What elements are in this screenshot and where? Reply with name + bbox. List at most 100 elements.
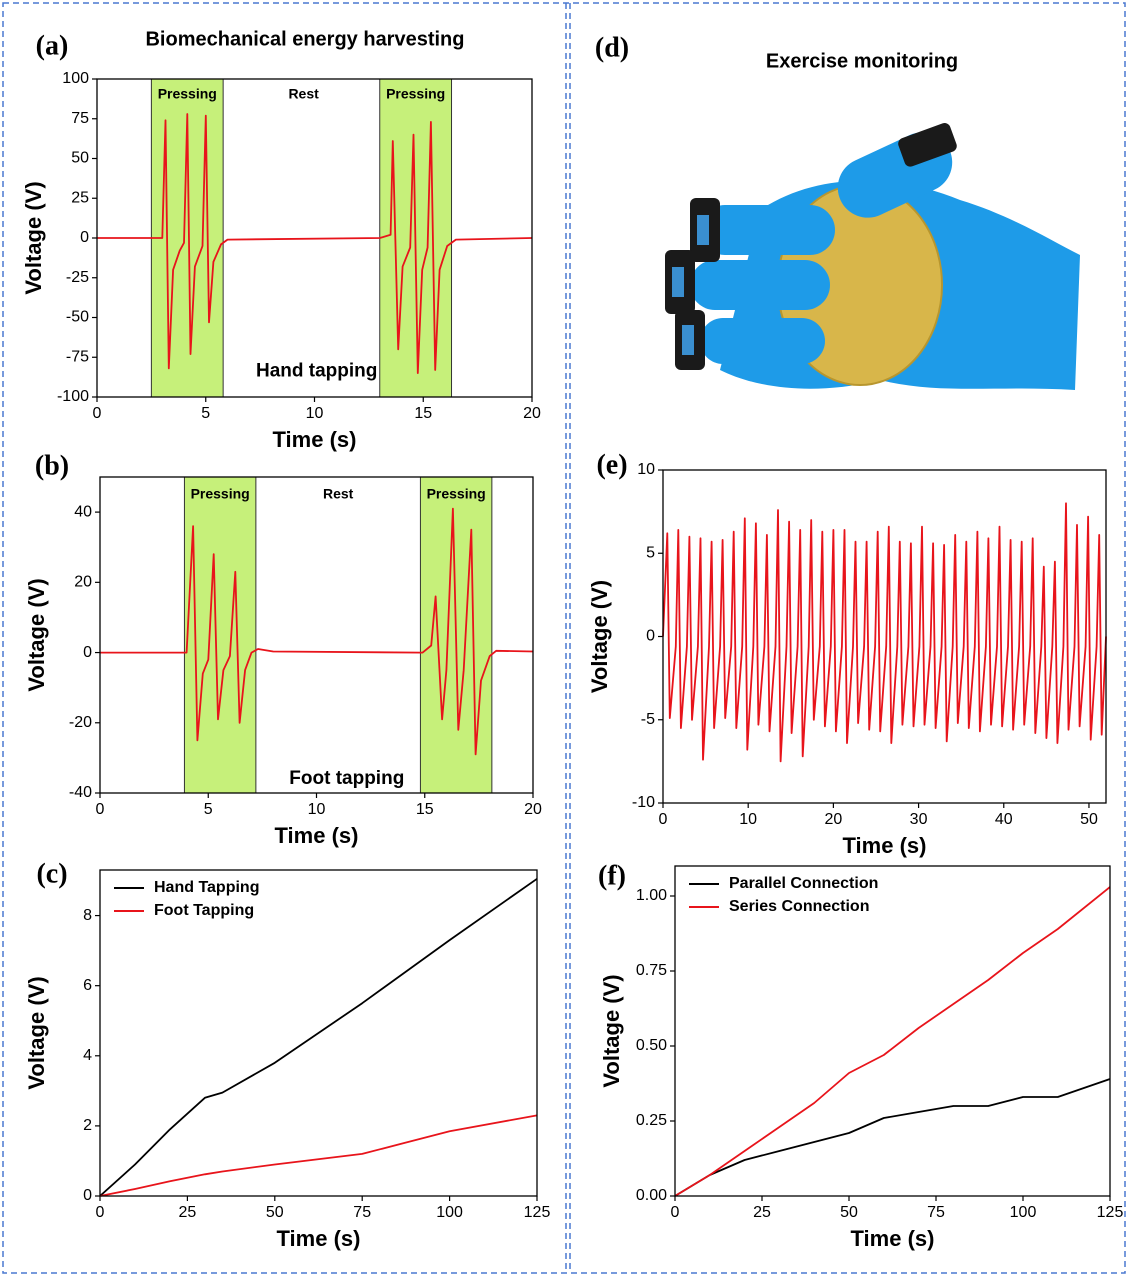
sensor-band bbox=[898, 123, 957, 167]
x-tick-label: 20 bbox=[824, 811, 842, 828]
plot-frame bbox=[96, 78, 533, 398]
annotation: Pressing bbox=[427, 485, 486, 501]
annotation: Pressing bbox=[158, 86, 217, 102]
annotation: Foot tapping bbox=[289, 768, 404, 789]
legend-label: Foot Tapping bbox=[154, 902, 254, 919]
x-tick-label: 0 bbox=[671, 1204, 680, 1221]
sensor bbox=[697, 215, 709, 245]
panel-title: Exercise monitoring bbox=[766, 50, 958, 72]
data-line bbox=[674, 886, 1111, 1197]
x-tick-label: 10 bbox=[308, 801, 326, 818]
x-tick-label: 50 bbox=[840, 1204, 858, 1221]
panel-label: (c) bbox=[36, 858, 67, 889]
y-tick-label: -50 bbox=[66, 309, 89, 326]
annotation: Rest bbox=[323, 485, 354, 501]
x-tick-label: 100 bbox=[1010, 1204, 1037, 1221]
y-tick-label: 6 bbox=[83, 977, 92, 994]
y-tick-label: 8 bbox=[83, 907, 92, 924]
y-tick-label: 100 bbox=[62, 70, 89, 87]
data-line bbox=[662, 502, 1107, 763]
x-tick-label: 0 bbox=[659, 811, 668, 828]
legend-label: Series Connection bbox=[729, 898, 869, 915]
finger bbox=[700, 205, 835, 255]
x-tick-label: 75 bbox=[927, 1204, 945, 1221]
plot-frame bbox=[662, 469, 1107, 804]
x-tick-label: 25 bbox=[179, 1204, 197, 1221]
x-tick-label: 0 bbox=[96, 1204, 105, 1221]
legend-label: Hand Tapping bbox=[154, 879, 259, 896]
panel-label: (a) bbox=[36, 30, 69, 61]
x-tick-label: 5 bbox=[201, 405, 210, 422]
x-tick-label: 10 bbox=[306, 405, 324, 422]
data-line bbox=[99, 1114, 538, 1197]
x-tick-label: 10 bbox=[739, 811, 757, 828]
y-tick-label: 0 bbox=[83, 644, 92, 661]
data-line bbox=[100, 507, 534, 756]
y-axis-label: Voltage (V) bbox=[24, 578, 49, 691]
y-tick-label: 50 bbox=[71, 150, 89, 167]
panel-label: (d) bbox=[595, 32, 629, 63]
plot-frame bbox=[674, 865, 1111, 1197]
sensor bbox=[672, 267, 684, 297]
y-tick-label: 25 bbox=[71, 189, 89, 206]
x-tick-label: 100 bbox=[436, 1204, 463, 1221]
x-tick-label: 125 bbox=[524, 1204, 551, 1221]
y-tick-label: 20 bbox=[74, 574, 92, 591]
y-axis-label: Voltage (V) bbox=[24, 976, 49, 1089]
annotation: Rest bbox=[288, 86, 319, 102]
y-tick-label: 0.25 bbox=[636, 1112, 667, 1129]
annotation: Hand tapping bbox=[256, 361, 377, 382]
region bbox=[183, 476, 257, 794]
x-tick-label: 30 bbox=[910, 811, 928, 828]
x-tick-label: 20 bbox=[523, 405, 541, 422]
y-tick-label: -20 bbox=[69, 714, 92, 731]
sensor bbox=[682, 325, 694, 355]
panel-label: (b) bbox=[35, 450, 69, 481]
x-tick-label: 15 bbox=[414, 405, 432, 422]
finger bbox=[700, 318, 825, 364]
x-tick-label: 5 bbox=[204, 801, 213, 818]
y-tick-label: 75 bbox=[71, 110, 89, 127]
panel-label: (e) bbox=[596, 449, 627, 480]
x-tick-label: 125 bbox=[1097, 1204, 1124, 1221]
legend-label: Parallel Connection bbox=[729, 875, 878, 892]
data-line bbox=[674, 1078, 1111, 1197]
x-tick-label: 75 bbox=[353, 1204, 371, 1221]
y-tick-label: -25 bbox=[66, 269, 89, 286]
y-tick-label: -5 bbox=[641, 711, 655, 728]
y-tick-label: 4 bbox=[83, 1047, 92, 1064]
annotation: Pressing bbox=[191, 485, 250, 501]
y-tick-label: 0.00 bbox=[636, 1187, 667, 1204]
x-axis-label: Time (s) bbox=[273, 427, 357, 452]
y-tick-label: 0 bbox=[80, 229, 89, 246]
panel-label: (f) bbox=[598, 860, 626, 891]
y-tick-label: 5 bbox=[646, 544, 655, 561]
data-line bbox=[99, 878, 538, 1197]
x-tick-label: 50 bbox=[266, 1204, 284, 1221]
x-tick-label: 0 bbox=[93, 405, 102, 422]
y-tick-label: -40 bbox=[69, 784, 92, 801]
x-axis-label: Time (s) bbox=[277, 1226, 361, 1251]
annotation: Pressing bbox=[386, 86, 445, 102]
y-tick-label: 1.00 bbox=[636, 887, 667, 904]
x-tick-label: 20 bbox=[524, 801, 542, 818]
y-axis-label: Voltage (V) bbox=[587, 580, 612, 693]
chart-title: Biomechanical energy harvesting bbox=[145, 28, 464, 50]
y-tick-label: 2 bbox=[83, 1117, 92, 1134]
y-axis-label: Voltage (V) bbox=[599, 974, 624, 1087]
x-tick-label: 0 bbox=[96, 801, 105, 818]
data-line bbox=[97, 113, 533, 374]
y-tick-label: 0 bbox=[83, 1187, 92, 1204]
y-tick-label: -10 bbox=[632, 794, 655, 811]
x-tick-label: 50 bbox=[1080, 811, 1098, 828]
y-tick-label: 0 bbox=[646, 628, 655, 645]
x-axis-label: Time (s) bbox=[275, 823, 359, 848]
y-tick-label: 10 bbox=[637, 461, 655, 478]
x-tick-label: 15 bbox=[416, 801, 434, 818]
y-tick-label: -75 bbox=[66, 348, 89, 365]
x-tick-label: 25 bbox=[753, 1204, 771, 1221]
y-tick-label: 40 bbox=[74, 503, 92, 520]
hand-illustration bbox=[665, 123, 1080, 390]
